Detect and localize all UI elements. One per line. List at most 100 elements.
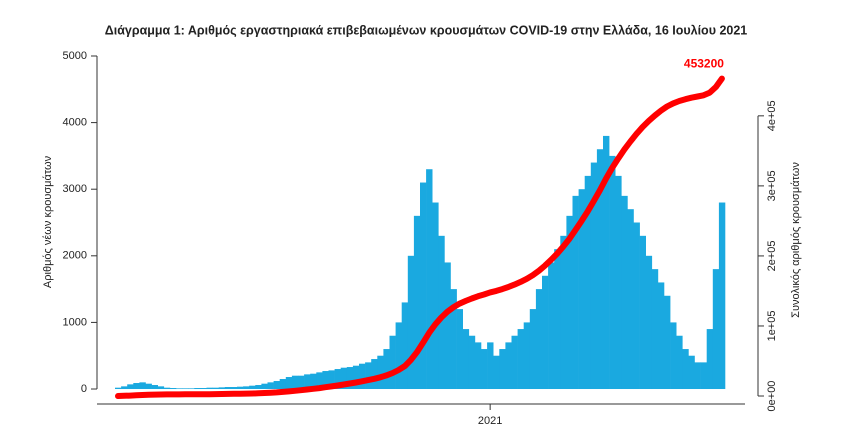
bar <box>664 295 671 390</box>
bar <box>712 269 720 390</box>
bar <box>127 384 134 390</box>
bar <box>590 162 598 390</box>
y-tick-label: 3000 <box>63 183 87 195</box>
bar <box>413 215 421 390</box>
bar <box>517 329 524 390</box>
bar <box>304 374 311 390</box>
bar <box>548 262 555 390</box>
bar <box>432 202 439 390</box>
bar <box>176 388 183 390</box>
bar <box>267 382 274 390</box>
bar <box>230 387 238 390</box>
bar <box>328 370 335 390</box>
bar <box>645 255 653 390</box>
y-tick-label: 4000 <box>63 117 87 129</box>
bar <box>694 362 701 390</box>
bar <box>352 365 360 390</box>
bar <box>365 362 372 390</box>
bar <box>285 377 293 390</box>
bar <box>499 349 506 390</box>
bar <box>298 375 305 390</box>
bar <box>139 382 146 390</box>
bar <box>157 386 165 390</box>
bar <box>346 367 354 390</box>
bar <box>542 275 549 390</box>
bar <box>401 302 409 390</box>
y2-tick-label: 2e+05 <box>766 240 778 271</box>
bar <box>603 135 610 390</box>
bar <box>218 387 226 390</box>
bar <box>163 387 171 390</box>
bar <box>639 235 646 390</box>
end-label: 453200 <box>684 57 724 71</box>
bar <box>426 169 433 390</box>
bar <box>511 335 518 390</box>
bar <box>182 388 189 390</box>
bar <box>566 215 573 390</box>
bar <box>493 355 500 390</box>
bar <box>682 349 689 390</box>
y-tick-label: 1000 <box>63 316 87 328</box>
bar <box>560 235 567 390</box>
bar <box>115 387 122 390</box>
bar <box>468 335 476 390</box>
bar <box>169 388 177 390</box>
bar <box>535 289 543 390</box>
bar <box>334 369 341 390</box>
bar <box>383 349 390 390</box>
bar <box>615 175 622 390</box>
bar <box>359 363 366 390</box>
bar <box>377 355 384 390</box>
bar <box>194 388 201 390</box>
bar <box>462 329 470 390</box>
x-tick-label: 2021 <box>478 415 502 427</box>
bar <box>224 387 232 390</box>
bar <box>609 155 616 390</box>
bar <box>554 249 561 390</box>
bar <box>633 222 640 390</box>
y2-tick-label: 3e+05 <box>766 170 778 201</box>
cumulative-line <box>115 75 725 399</box>
y-tick-label: 5000 <box>63 50 87 62</box>
bar <box>206 387 213 390</box>
bar <box>261 383 268 390</box>
bar <box>670 322 677 390</box>
bar <box>243 386 250 390</box>
y2-tick-label: 0e+00 <box>766 381 778 412</box>
bar <box>572 195 579 390</box>
bar <box>279 379 287 390</box>
bar <box>474 342 482 390</box>
bar <box>237 386 244 390</box>
y-axis-label: Αριθμός νέων κρουσμάτων <box>42 155 54 288</box>
bar <box>706 329 714 390</box>
bar <box>596 149 604 390</box>
bar <box>657 282 665 390</box>
bar <box>340 367 348 390</box>
bar <box>438 235 445 390</box>
bar <box>310 373 317 390</box>
bar <box>676 335 683 390</box>
bar <box>651 269 659 390</box>
bar <box>444 262 451 390</box>
bar <box>249 385 256 390</box>
bar <box>273 381 280 390</box>
bar <box>621 195 628 390</box>
bar <box>420 182 427 390</box>
bar <box>700 362 707 390</box>
y2-tick-label: 1e+05 <box>766 311 778 342</box>
bar <box>145 383 152 390</box>
bar <box>322 371 329 390</box>
bar <box>151 385 158 390</box>
bar <box>121 386 128 390</box>
bar <box>133 383 140 390</box>
bar <box>456 309 463 390</box>
bar <box>255 385 262 390</box>
bar <box>316 372 323 390</box>
bar <box>371 359 378 390</box>
bar <box>389 335 396 390</box>
bar <box>505 342 512 390</box>
bar <box>212 387 219 390</box>
bar <box>529 309 537 390</box>
y2-axis-label: Συνολικός αριθμός κρουσμάτων <box>790 162 802 318</box>
